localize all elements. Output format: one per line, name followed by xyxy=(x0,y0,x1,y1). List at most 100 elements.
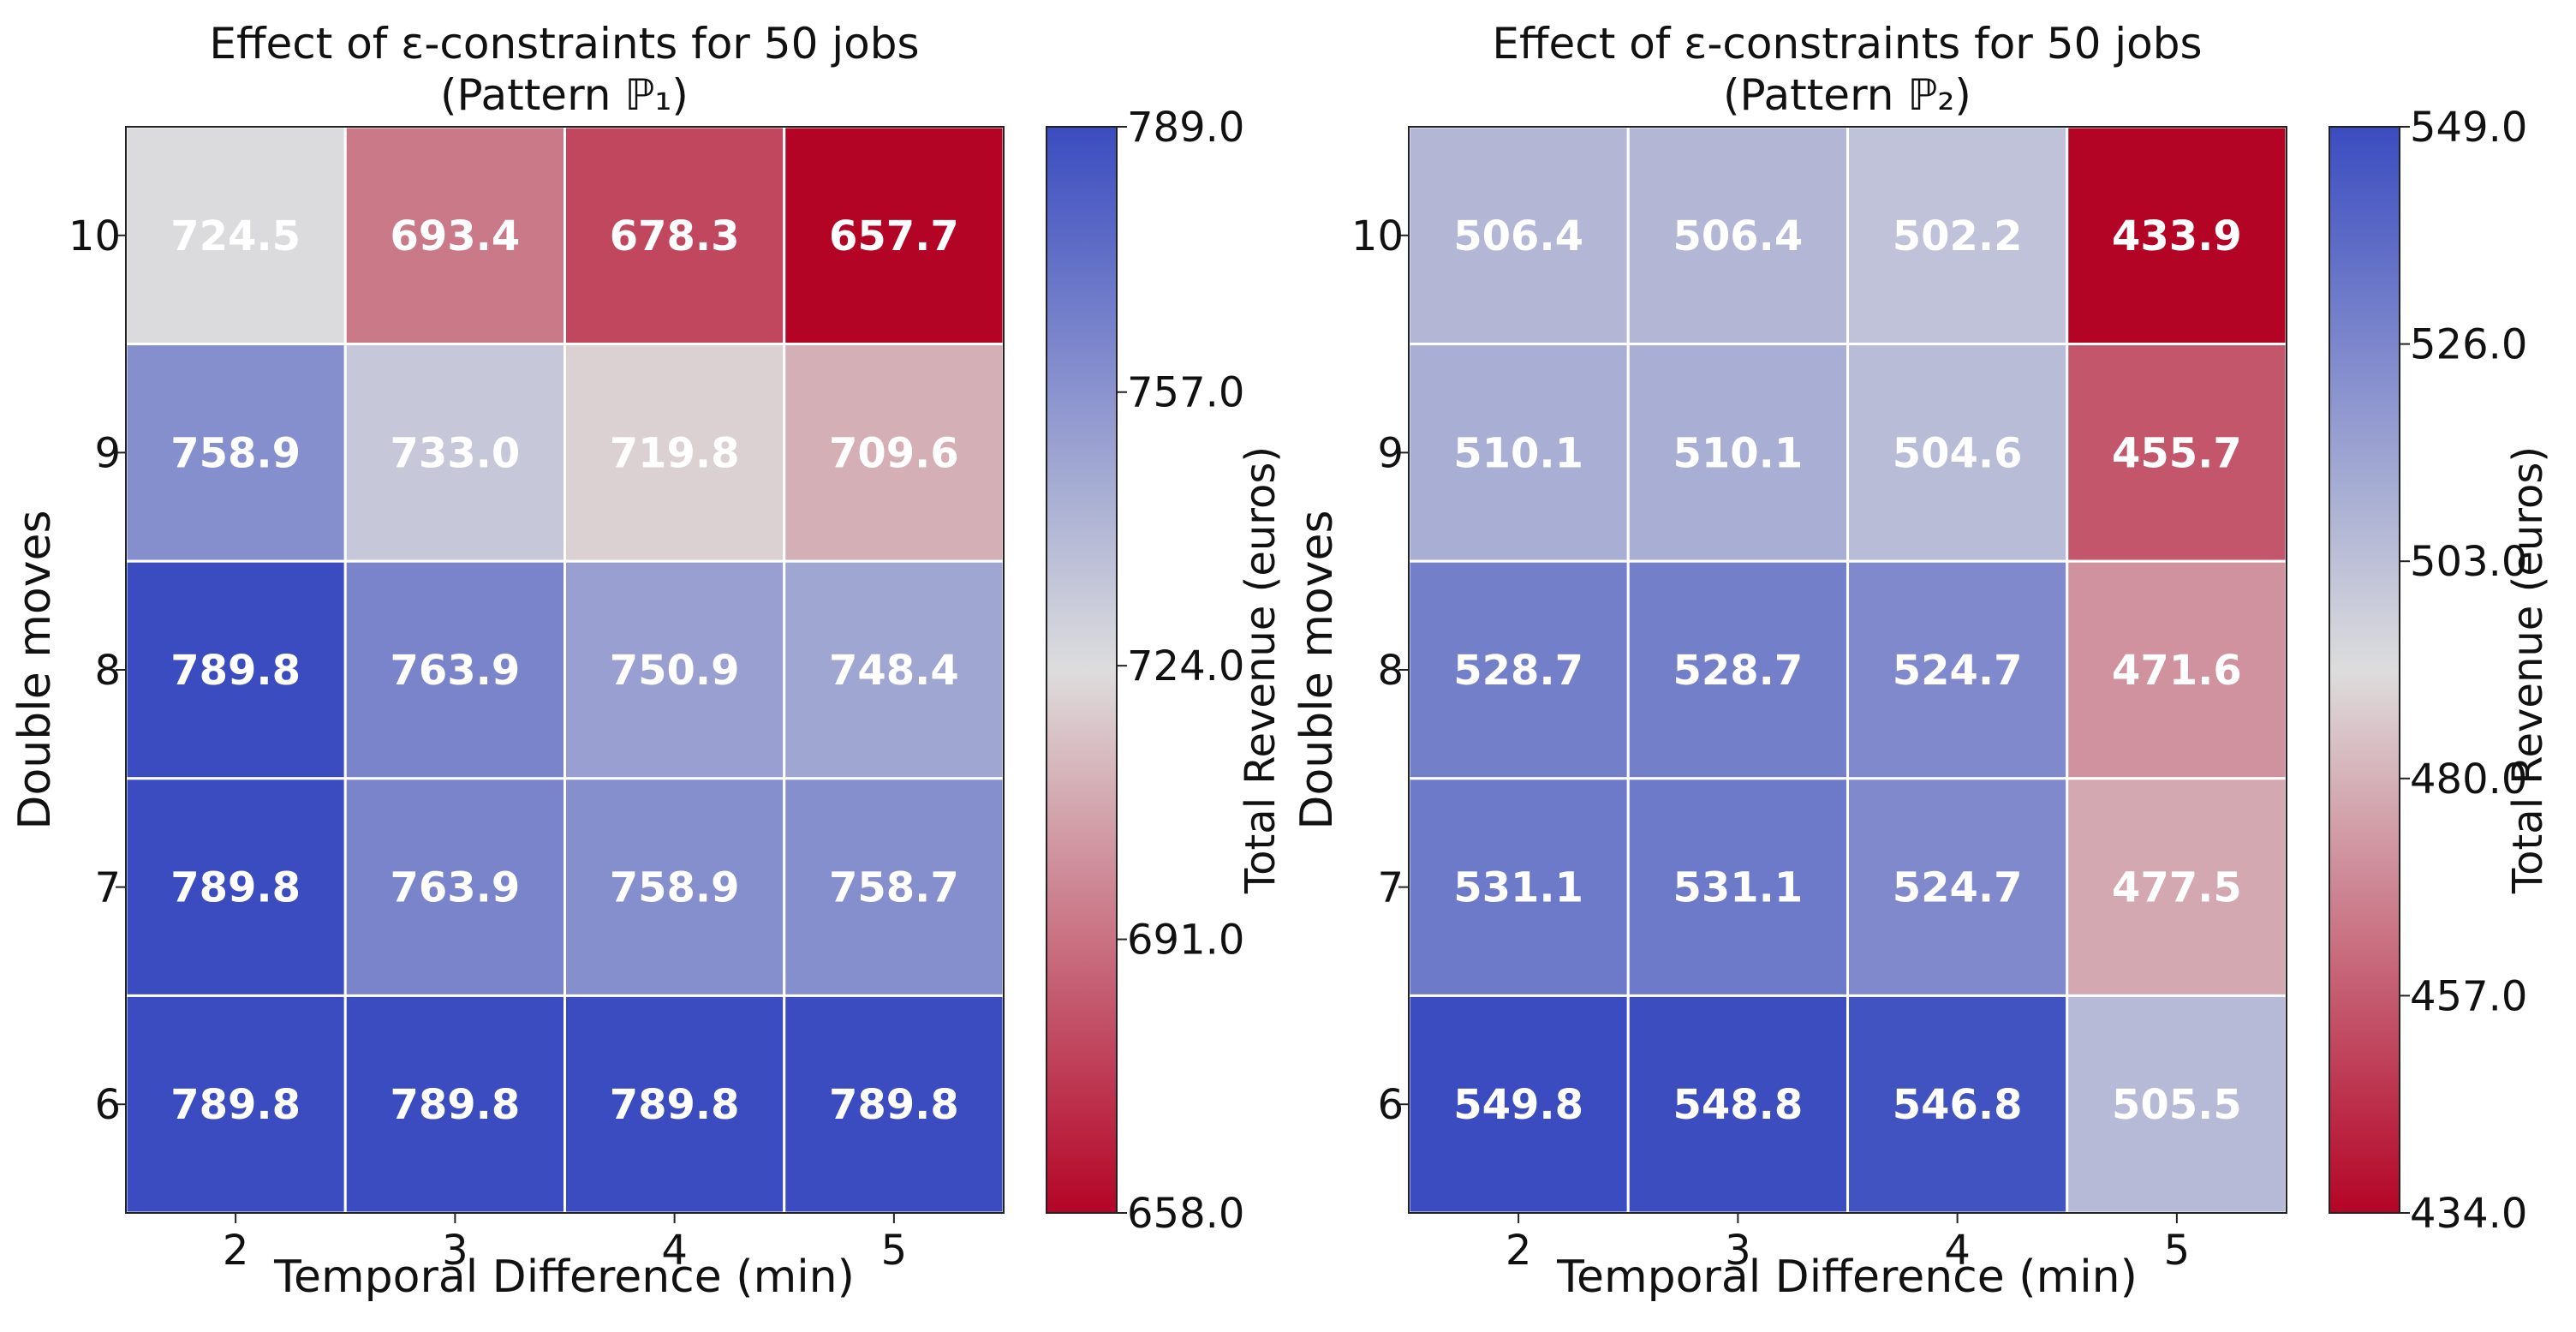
y-axis-ticks: 10 9 8 7 6 xyxy=(1351,212,1409,1129)
x-tick-label: 5 xyxy=(2164,1227,2191,1275)
x-tick-label: 2 xyxy=(223,1227,249,1275)
heatmap-cell xyxy=(2066,994,2288,1215)
cell-value-label: 758.7 xyxy=(829,864,959,912)
heatmap-cell xyxy=(783,125,1005,346)
heatmap-cell xyxy=(2066,777,2288,997)
heatmap-cell xyxy=(343,994,566,1215)
chart-title-line1: Effect of ε-constraints for 50 jobs xyxy=(1492,19,2202,69)
colorbar-gradient xyxy=(2329,126,2400,1214)
cell-value-label: 758.9 xyxy=(610,864,740,912)
chart-title-line2: (Pattern ℙ₂) xyxy=(1723,70,1971,120)
y-tick-label: 9 xyxy=(1377,429,1404,477)
cell-value-label: 505.5 xyxy=(2112,1081,2242,1129)
x-tick-label: 3 xyxy=(442,1227,468,1275)
heatmap-cell xyxy=(2066,559,2288,780)
cell-value-label: 789.8 xyxy=(170,647,301,695)
cell-value-label: 724.5 xyxy=(170,212,301,260)
x-axis-ticks: 2 3 4 5 xyxy=(1506,1213,2190,1275)
y-axis-label: Double moves xyxy=(1291,510,1343,829)
y-tick-label: 8 xyxy=(94,647,121,695)
cell-value-label: 546.8 xyxy=(1893,1081,2023,1129)
heatmap-cell xyxy=(1846,994,2069,1215)
cell-value-label: 549.8 xyxy=(1453,1081,1583,1129)
colorbar-label: Total Revenue (euros) xyxy=(2504,446,2552,894)
colorbar-tick-label: 789.0 xyxy=(1127,104,1244,152)
heatmap-cell xyxy=(783,994,1005,1215)
y-axis-label: Double moves xyxy=(9,510,61,829)
cell-value-label: 531.1 xyxy=(1453,864,1583,912)
cell-value-label: 750.9 xyxy=(610,647,740,695)
cell-value-label: 763.9 xyxy=(390,647,520,695)
cell-value-label: 789.8 xyxy=(829,1081,959,1129)
colorbar-ticks: 658.0 691.0 724.0 757.0 789.0 xyxy=(1117,104,1244,1238)
x-axis-label: Temporal Difference (min) xyxy=(273,1251,855,1303)
heatmap-cell xyxy=(124,125,347,346)
colorbar-label: Total Revenue (euros) xyxy=(1237,446,1285,894)
cell-value-label: 502.2 xyxy=(1893,212,2023,260)
colorbar: 658.0 691.0 724.0 757.0 789.0 Total Revenue … xyxy=(1046,104,1285,1238)
cell-value-label: 733.0 xyxy=(390,429,520,477)
cell-value-label: 531.1 xyxy=(1673,864,1803,912)
heatmap-cell xyxy=(1626,994,1849,1215)
cell-value-label: 510.1 xyxy=(1673,429,1803,477)
heatmap-cell xyxy=(1407,559,1630,780)
cell-value-label: 524.7 xyxy=(1893,647,2023,695)
y-tick-label: 8 xyxy=(1377,647,1404,695)
heatmap-cell xyxy=(1626,777,1849,997)
colorbar-tick-label: 658.0 xyxy=(1127,1190,1244,1238)
heatmap-cell xyxy=(1846,125,2069,346)
heatmap-cell xyxy=(1407,343,1630,563)
heatmap-panel-pattern-p1: Effect of ε-constraints for 50 jobs (Pat… xyxy=(9,19,1285,1303)
heatmap-cell xyxy=(343,125,566,346)
colorbar-tick-label: 757.0 xyxy=(1127,369,1244,417)
heatmap-cells: 724.5 693.4 678.3 657.7 758.9 733.0 719.8 709.6… xyxy=(124,125,1005,1215)
heatmap-cell xyxy=(783,777,1005,997)
cell-value-label: 789.8 xyxy=(610,1081,740,1129)
cell-value-label: 528.7 xyxy=(1453,647,1583,695)
cell-value-label: 789.8 xyxy=(170,864,301,912)
heatmap-cell xyxy=(124,343,347,563)
x-tick-label: 2 xyxy=(1506,1227,1532,1275)
cell-value-label: 789.8 xyxy=(390,1081,520,1129)
heatmap-cell xyxy=(783,343,1005,563)
cell-value-label: 506.4 xyxy=(1453,212,1583,260)
heatmap-cell xyxy=(343,343,566,563)
x-tick-label: 5 xyxy=(881,1227,908,1275)
x-axis-label: Temporal Difference (min) xyxy=(1556,1251,2138,1303)
chart-title-line1: Effect of ε-constraints for 50 jobs xyxy=(209,19,919,69)
y-tick-label: 10 xyxy=(1351,212,1404,260)
cell-value-label: 528.7 xyxy=(1673,647,1803,695)
colorbar-tick-label: 503.0 xyxy=(2410,538,2527,586)
cell-value-label: 748.4 xyxy=(829,647,959,695)
heatmap-cell xyxy=(124,777,347,997)
heatmap-cell xyxy=(1846,777,2069,997)
colorbar-tick-label: 434.0 xyxy=(2410,1190,2527,1238)
heatmap-cell xyxy=(343,777,566,997)
heatmap-cell xyxy=(1407,125,1630,346)
x-tick-label: 4 xyxy=(1944,1227,1971,1275)
colorbar-gradient xyxy=(1046,126,1118,1214)
cell-value-label: 657.7 xyxy=(829,212,959,260)
heatmap-cell xyxy=(2066,125,2288,346)
colorbar-tick-label: 526.0 xyxy=(2410,321,2527,369)
heatmap-cell xyxy=(124,994,347,1215)
cell-value-label: 758.9 xyxy=(170,429,301,477)
x-tick-label: 4 xyxy=(661,1227,688,1275)
cell-value-label: 477.5 xyxy=(2112,864,2242,912)
cell-value-label: 763.9 xyxy=(390,864,520,912)
cell-value-label: 709.6 xyxy=(829,429,959,477)
cell-value-label: 433.9 xyxy=(2112,212,2242,260)
heatmap-cell xyxy=(343,559,566,780)
cell-value-label: 693.4 xyxy=(390,212,520,260)
cell-value-label: 548.8 xyxy=(1673,1081,1803,1129)
cell-value-label: 504.6 xyxy=(1893,429,2023,477)
y-axis-ticks: 10 9 8 7 6 xyxy=(69,212,126,1129)
cell-value-label: 455.7 xyxy=(2112,429,2242,477)
colorbar-tick-label: 480.0 xyxy=(2410,756,2527,803)
x-tick-label: 3 xyxy=(1725,1227,1751,1275)
cell-value-label: 506.4 xyxy=(1673,212,1803,260)
y-tick-label: 7 xyxy=(1377,864,1404,912)
colorbar-ticks: 434.0 457.0 480.0 503.0 526.0 549.0 xyxy=(2400,104,2527,1238)
